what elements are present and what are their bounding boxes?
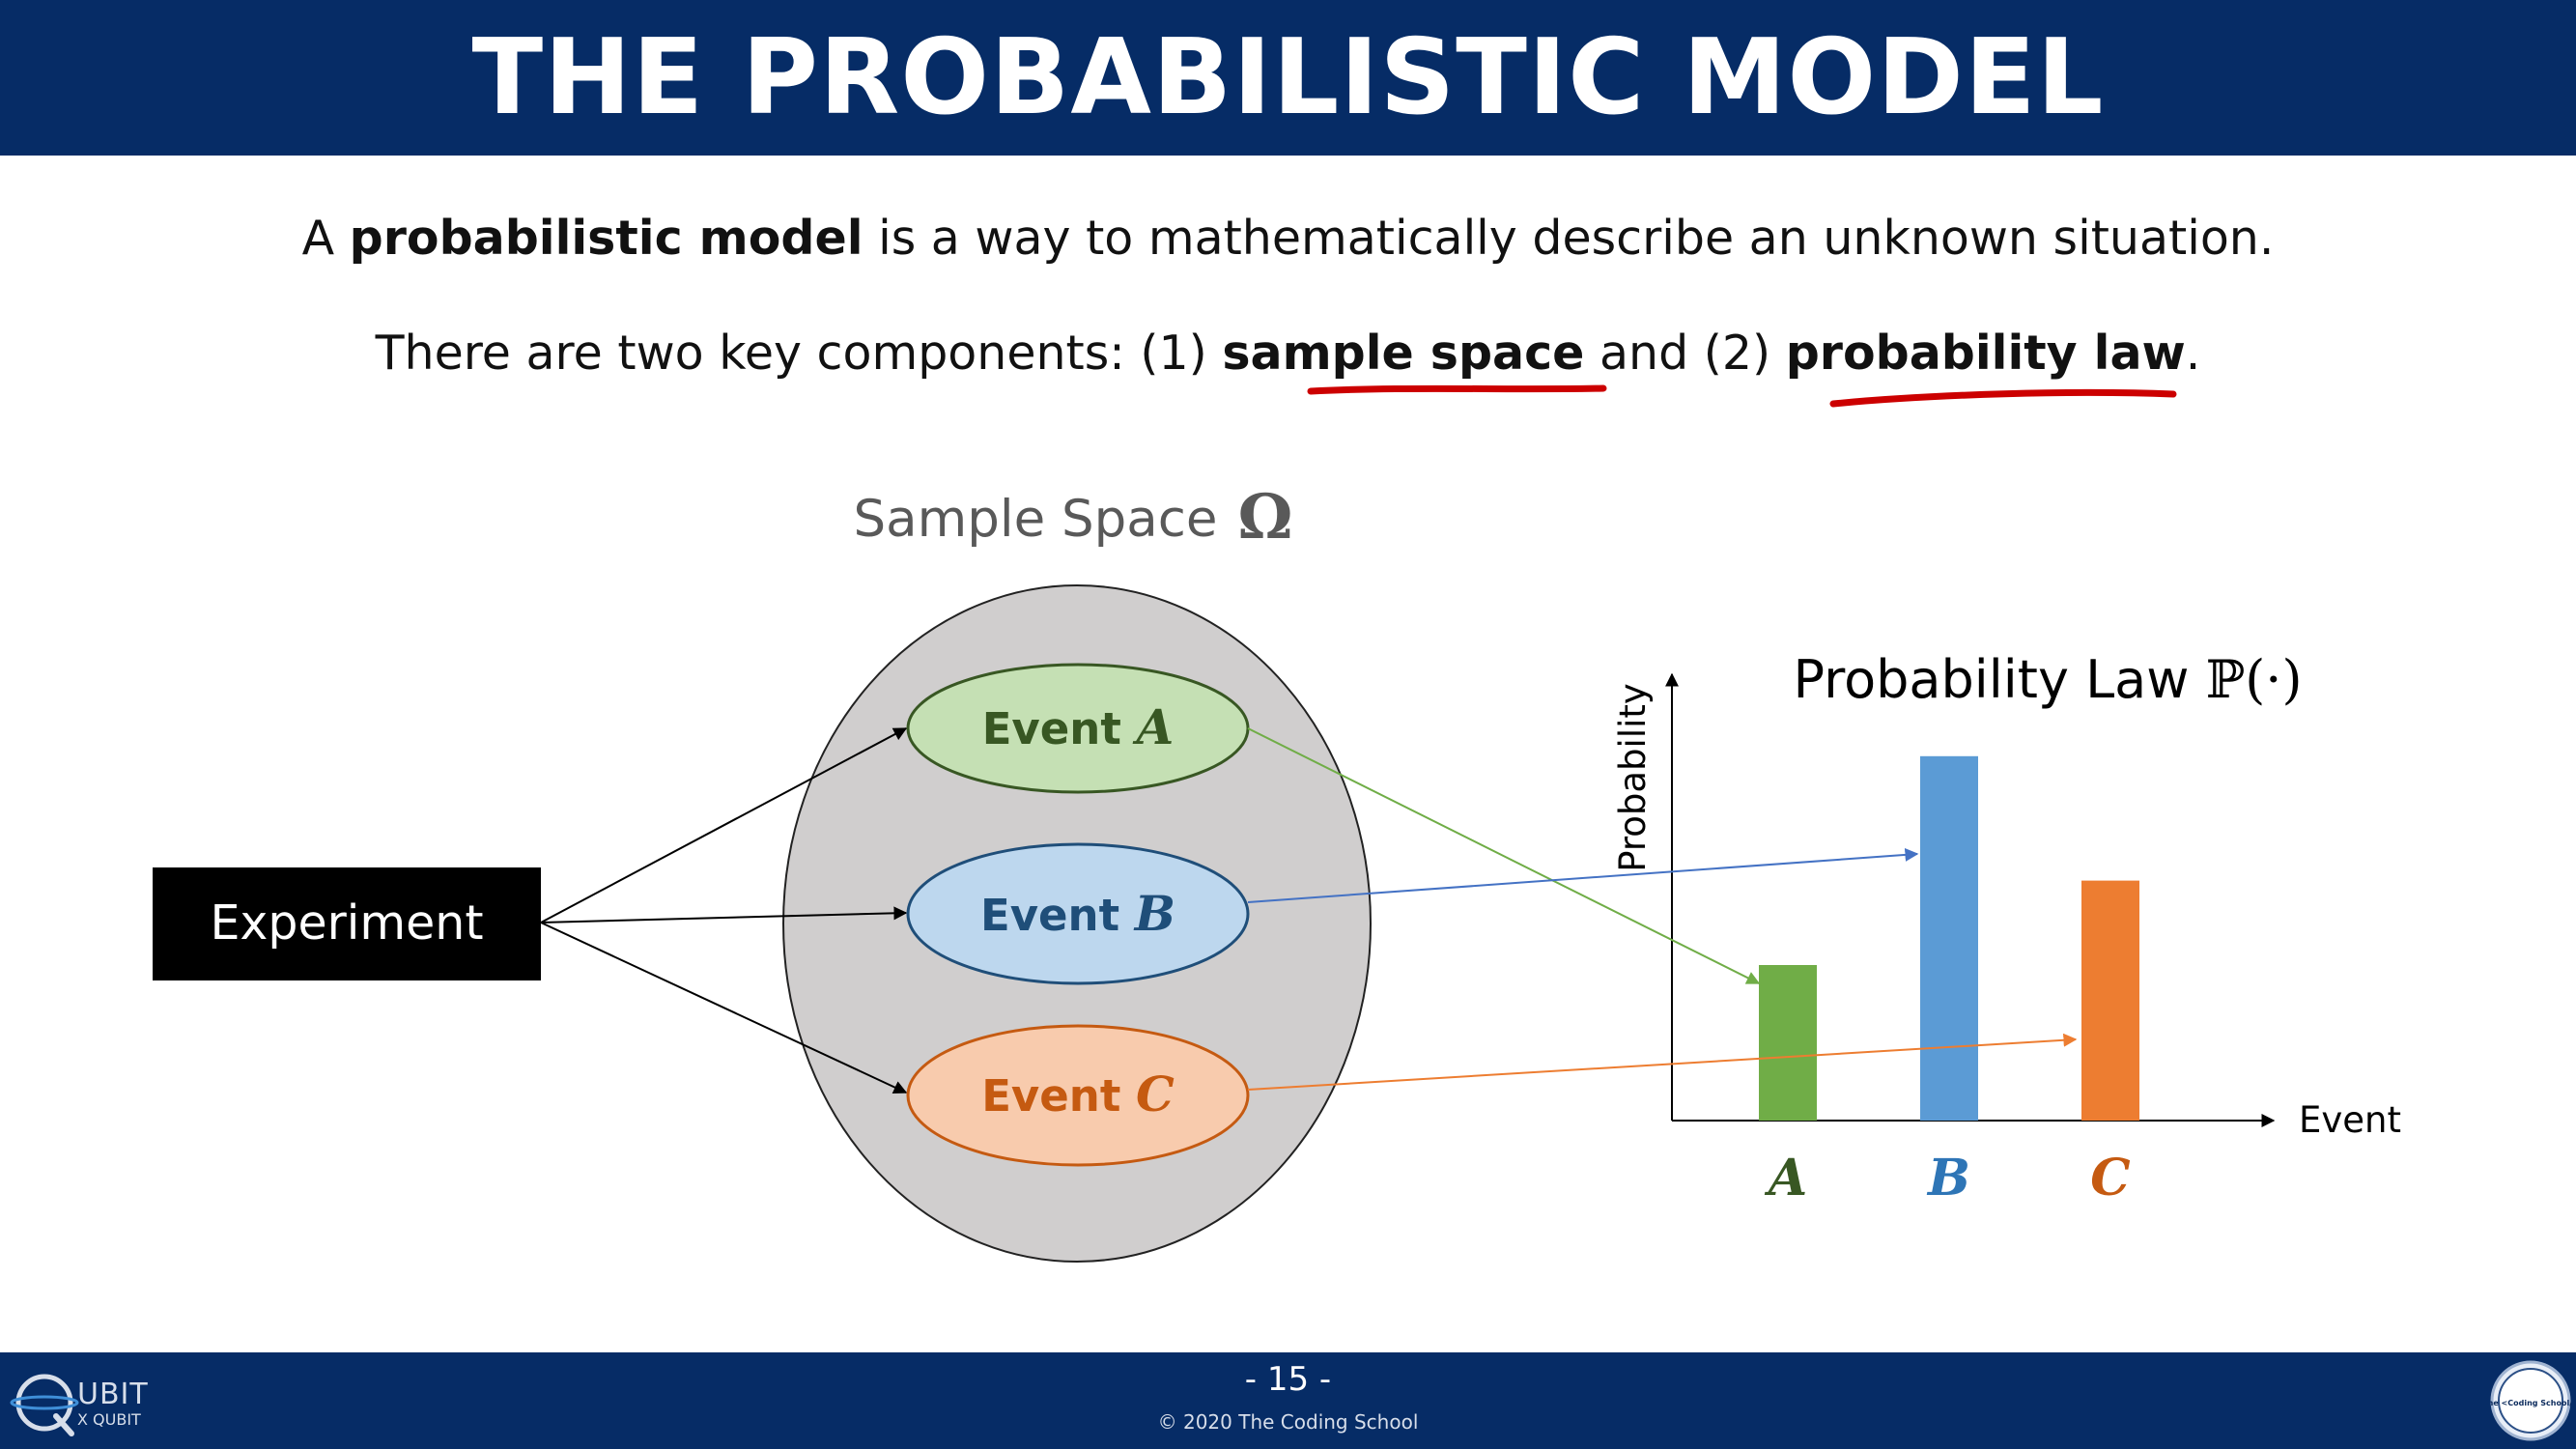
sample-space-label: Sample Space [853, 490, 1217, 549]
coding-school-logo-text: The <Coding School/> [2490, 1399, 2571, 1407]
qubit-logo-icon [10, 1374, 79, 1436]
intro-line-2-post: . [2185, 326, 2201, 381]
chart-x-axis-label: Event [2299, 1099, 2401, 1141]
chart-title-spacer [2189, 649, 2205, 710]
event-c-symbol: C [1136, 1065, 1175, 1122]
experiment-box [153, 867, 541, 980]
omega-symbol: Ω [1238, 481, 1293, 554]
bar-a [1759, 965, 1817, 1121]
intro-term-sample-space: sample space [1222, 326, 1585, 381]
copyright-text: © 2020 The Coding School [1157, 1410, 1419, 1434]
arrow-experiment-to-event-b [540, 906, 908, 923]
intro-term-probabilistic-model: probabilistic model [349, 211, 863, 266]
event-a-spacer [1121, 703, 1137, 754]
event-c-label: Event C [981, 1065, 1175, 1122]
footer-bar [0, 1352, 2576, 1449]
intro-line-1-post: is a way to mathematically describe an u… [863, 211, 2275, 266]
diagram-canvas: Sample Space Ω Experiment Event A Event … [153, 384, 2401, 1263]
sample-space-underline [1307, 384, 1607, 395]
intro-line-1: A probabilistic model is a way to mathem… [0, 211, 2576, 266]
event-b-ellipse [906, 842, 1250, 985]
event-a-word: Event [982, 703, 1121, 754]
title-bar: THE PROBABILISTIC MODEL [0, 0, 2576, 156]
category-label-a: A [1764, 1149, 1807, 1208]
chart-title-text: Probability Law [1793, 649, 2189, 710]
experiment-label: Experiment [210, 895, 483, 951]
chart-title-symbol: ℙ(·) [2206, 649, 2303, 710]
page-number: - 15 - [1244, 1360, 1332, 1399]
event-a-symbol: A [1133, 698, 1175, 755]
arrow-experiment-to-event-a [540, 727, 908, 923]
intro-line-2-pre: There are two key components: (1) [375, 326, 1223, 381]
event-c-spacer [1120, 1070, 1136, 1122]
bar-b [1920, 755, 1978, 1121]
chart-category-labels: A B C [1764, 1149, 2131, 1208]
arrow-event-b-to-bar-b [1247, 847, 1919, 903]
chart-y-axis-label: Probability [1612, 683, 1654, 872]
arrow-experiment-to-event-c [540, 922, 908, 1094]
event-a-label: Event A [982, 698, 1175, 755]
intro-line-2-mid: and (2) [1584, 326, 1786, 381]
intro-line-1-pre: A [301, 211, 350, 266]
event-b-spacer [1119, 890, 1135, 941]
chart-title: Probability Law ℙ(·) [1793, 649, 2302, 710]
arrow-event-c-to-bar-c [1247, 1033, 2078, 1091]
event-c-ellipse [906, 1024, 1250, 1167]
arrow-event-a-to-bar-a [1247, 727, 1761, 984]
event-b-word: Event [980, 890, 1119, 941]
coding-school-logo-icon: The <Coding School/> [2490, 1360, 2571, 1441]
slide-title: THE PROBABILISTIC MODEL [471, 17, 2105, 138]
intro-line-2: There are two key components: (1) sample… [0, 326, 2576, 381]
intro-term-probability-law: probability law [1785, 326, 2186, 381]
bar-c [2081, 880, 2139, 1121]
qubit-logo-text: UBIT [77, 1378, 149, 1411]
qubit-logo-subtext: X QUBIT [77, 1410, 141, 1429]
category-label-b: B [1926, 1149, 1970, 1208]
event-b-label: Event B [980, 885, 1175, 942]
category-label-c: C [2090, 1149, 2130, 1208]
event-b-symbol: B [1133, 885, 1175, 942]
chart-bars [1759, 755, 2139, 1121]
probability-law-underline [1829, 388, 2177, 408]
event-c-word: Event [981, 1070, 1120, 1122]
